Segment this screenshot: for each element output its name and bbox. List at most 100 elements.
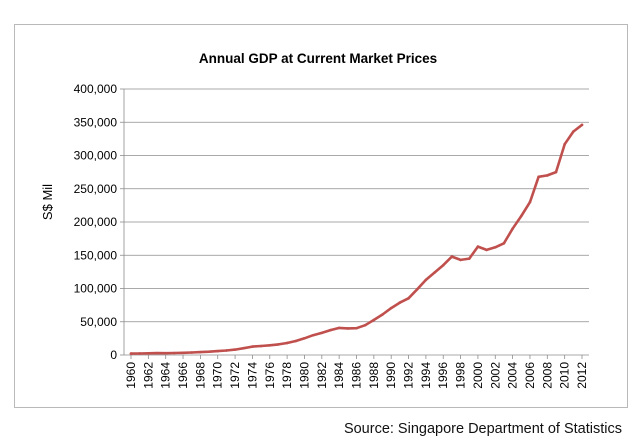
data-point [537,175,540,179]
x-tick-label: 1994 [419,362,433,389]
x-tick-label: 1976 [263,362,277,389]
x-tick-label: 1972 [228,362,242,389]
x-tick-label: 2000 [471,362,485,389]
x-tick-label: 1970 [211,362,225,389]
data-point [363,323,367,327]
x-tick-label: 1998 [454,362,468,389]
x-tick-label: 1962 [141,362,155,389]
data-point [372,318,376,322]
data-point [242,346,246,350]
data-point [259,344,263,348]
data-point [311,333,315,337]
data-point [476,245,480,248]
data-point [459,258,462,262]
data-point [572,130,575,133]
x-tick-label: 1978 [280,362,294,389]
data-point [346,327,350,330]
chart-svg: Annual GDP at Current Market Prices 0 50,… [40,51,589,389]
data-point [511,227,514,230]
data-point [528,200,532,204]
data-point [173,351,176,355]
x-tick-label: 1982 [315,362,329,389]
y-tick-label: 0 [110,348,117,362]
y-tick-label: 400,000 [74,82,118,96]
data-point [285,341,289,345]
x-tick-labels: 1960 1962 1964 1966 1968 1970 1972 1974 1976 1978… [124,362,589,389]
x-tick-label: 2004 [506,362,520,389]
y-tick-label: 200,000 [74,215,118,229]
gridlines [124,88,589,323]
x-tick-label: 2010 [558,362,572,389]
x-tick-label: 2012 [575,362,589,389]
x-tick-label: 2008 [540,362,554,389]
x-tick-label: 1992 [402,362,416,389]
x-tick-label: 1964 [159,362,173,389]
data-point [199,350,202,354]
series-layer [129,123,584,355]
data-point [329,328,332,332]
data-point [433,271,436,274]
data-point [251,345,254,348]
x-tick-label: 1966 [176,362,190,389]
series-line-gdp [129,123,584,355]
y-axis-title: S$ Mil [40,184,55,220]
data-point [381,313,384,316]
data-point [294,339,298,343]
source-note: Source: Singapore Department of Statisti… [343,421,622,437]
data-point [493,245,497,249]
data-point [441,263,445,267]
y-tick-label: 50,000 [80,315,117,329]
x-tick-label: 1968 [193,362,207,389]
data-point [207,350,211,353]
data-point [164,351,167,355]
data-point [554,170,558,174]
data-point [398,301,402,304]
data-point [389,306,393,310]
y-tick-label: 150,000 [74,248,118,262]
data-point [546,174,549,177]
data-point [268,343,272,347]
data-point [277,343,280,346]
data-point [355,326,358,330]
data-point [415,287,419,291]
x-tick-label: 1988 [367,362,381,389]
data-point [233,348,237,351]
data-point [225,349,228,352]
data-point [337,326,341,330]
y-tick-labels: 0 50,000 100,000 150,000 200,000 250,000 300,0… [74,82,118,362]
data-point [467,257,471,260]
data-point [147,352,150,355]
data-point [190,351,194,354]
data-point [563,142,566,146]
x-tick-label: 2006 [523,362,537,389]
data-point [155,351,159,355]
data-point [407,297,410,300]
x-tick-label: 2002 [488,362,502,389]
x-tick-label: 1974 [245,362,259,389]
chart-title: Annual GDP at Current Market Prices [199,51,437,66]
data-point [303,337,306,340]
x-tick-label: 1986 [350,362,364,389]
x-tick-label: 1960 [124,362,138,389]
data-point [138,352,141,355]
data-point [320,331,324,335]
y-tick-label: 100,000 [74,282,118,296]
data-point [450,255,454,258]
data-point [485,248,488,252]
data-point [580,123,584,127]
data-point [216,349,220,353]
x-tick-label: 1996 [436,362,450,389]
chart-frame: Annual GDP at Current Market Prices 0 50,… [14,24,628,408]
x-tick-label: 1980 [297,362,311,389]
y-tick-label: 250,000 [74,182,118,196]
axes [120,88,589,359]
data-point [519,214,523,218]
x-tick-label: 1990 [384,362,398,389]
data-point [129,352,133,355]
y-tick-label: 300,000 [74,149,118,163]
data-point [181,351,185,355]
data-point [424,278,428,282]
data-point [502,241,506,245]
y-tick-label: 350,000 [74,115,118,129]
x-tick-label: 1984 [332,362,346,389]
